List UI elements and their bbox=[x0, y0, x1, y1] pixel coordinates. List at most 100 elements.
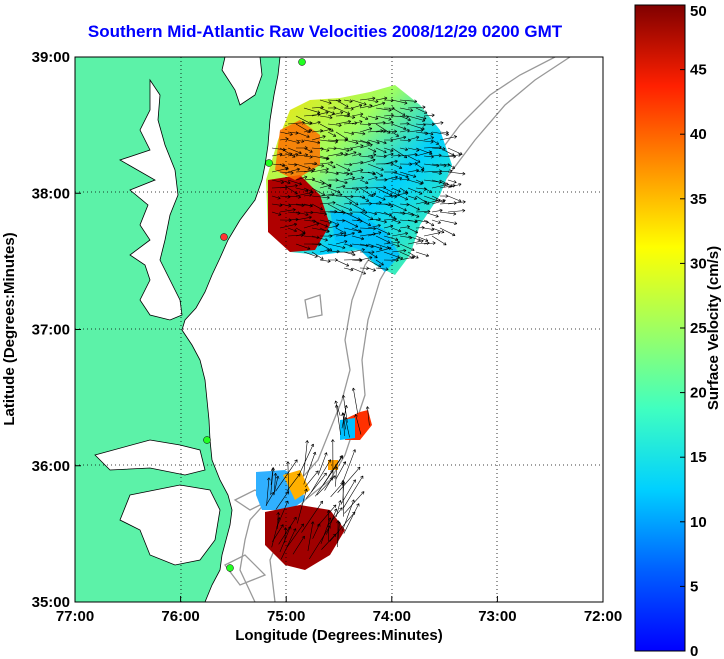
velocity-vector bbox=[334, 400, 341, 416]
velocity-vector bbox=[359, 127, 373, 133]
velocity-vector bbox=[276, 512, 281, 529]
velocity-vector bbox=[319, 201, 336, 205]
velocity-vector bbox=[337, 521, 342, 543]
velocity-vector bbox=[343, 147, 354, 151]
southern-patch-b bbox=[265, 505, 345, 570]
velocity-vector bbox=[439, 219, 458, 225]
velocity-vector bbox=[407, 235, 421, 242]
velocity-vector bbox=[335, 461, 347, 480]
y-axis-ticks: 35:00 36:00 37:00 38:00 39:00 bbox=[32, 49, 81, 611]
x-tick-label: 77:00 bbox=[56, 608, 94, 625]
velocity-vector bbox=[343, 251, 356, 257]
velocity-vector bbox=[431, 147, 446, 151]
velocity-vector bbox=[295, 163, 311, 170]
velocity-vector bbox=[343, 99, 353, 103]
velocity-vector bbox=[375, 96, 388, 101]
velocity-vector bbox=[335, 184, 346, 189]
velocity-vector bbox=[399, 128, 410, 133]
velocity-vector bbox=[319, 123, 334, 132]
velocity-vector bbox=[335, 203, 353, 212]
velocity-vector bbox=[359, 155, 374, 159]
velocity-vector bbox=[415, 200, 428, 205]
velocity-vector bbox=[383, 170, 398, 174]
velocity-vector bbox=[304, 470, 319, 488]
velocity-vector bbox=[407, 135, 420, 141]
y-tick-label: 39:00 bbox=[32, 49, 70, 66]
velocity-vector bbox=[297, 488, 308, 524]
velocity-vector bbox=[367, 267, 376, 272]
velocity-vector bbox=[367, 147, 377, 153]
velocity-vector bbox=[367, 259, 382, 268]
velocity-vector bbox=[407, 155, 421, 163]
velocity-vector bbox=[351, 210, 368, 215]
velocity-vector bbox=[328, 455, 343, 477]
velocity-vector bbox=[319, 155, 330, 160]
colorbar-ticks: 0 5 10 15 20 25 30 35 40 45 50 bbox=[680, 3, 707, 659]
velocity-vector bbox=[311, 235, 328, 242]
velocity-vector bbox=[295, 139, 305, 143]
velocity-vector bbox=[342, 499, 355, 531]
velocity-vector bbox=[399, 107, 414, 112]
colorbar-tick-label: 25 bbox=[690, 320, 707, 337]
y-tick-label: 37:00 bbox=[32, 322, 70, 339]
velocity-vector bbox=[303, 155, 313, 159]
velocity-vector bbox=[327, 224, 339, 229]
x-axis-label: Longitude (Degrees:Minutes) bbox=[235, 627, 443, 644]
velocity-vector bbox=[335, 99, 349, 108]
velocity-vector bbox=[319, 115, 333, 120]
velocity-vector bbox=[287, 167, 300, 173]
velocity-vector bbox=[275, 491, 289, 510]
velocity-vector bbox=[265, 491, 275, 506]
velocity-vector bbox=[447, 153, 462, 157]
velocity-vector bbox=[319, 248, 330, 253]
velocity-vector bbox=[351, 203, 366, 212]
colorbar-tick-label: 5 bbox=[690, 578, 698, 595]
velocity-vector bbox=[375, 227, 391, 236]
velocity-vector bbox=[303, 121, 313, 125]
velocity-vector bbox=[431, 199, 446, 205]
velocity-vector bbox=[407, 115, 426, 122]
velocity-vector bbox=[295, 146, 308, 150]
velocity-vector bbox=[383, 159, 398, 165]
velocity-vector bbox=[383, 217, 397, 221]
velocity-vector bbox=[351, 267, 366, 275]
velocity-vector bbox=[309, 525, 331, 560]
velocity-vector bbox=[335, 227, 347, 234]
velocity-vector bbox=[327, 146, 337, 151]
velocity-vector bbox=[343, 151, 357, 157]
velocity-vector bbox=[391, 176, 403, 181]
velocity-vector bbox=[319, 107, 335, 115]
velocity-vector bbox=[365, 406, 370, 426]
velocity-vector bbox=[317, 452, 328, 476]
velocity-vector bbox=[343, 231, 355, 237]
velocity-vector bbox=[375, 259, 384, 266]
velocity-vector bbox=[286, 461, 290, 494]
radar-site bbox=[265, 159, 273, 167]
velocity-vector bbox=[319, 183, 332, 189]
velocity-vector bbox=[375, 187, 393, 197]
velocity-vector bbox=[447, 195, 462, 203]
velocity-vector bbox=[295, 215, 312, 221]
grid-lines bbox=[75, 57, 603, 602]
velocity-vector bbox=[311, 135, 326, 141]
velocity-vector bbox=[319, 243, 333, 252]
velocity-vector bbox=[391, 171, 409, 179]
velocity-vector bbox=[303, 203, 313, 208]
velocity-vector bbox=[270, 468, 275, 485]
velocity-vector bbox=[423, 219, 435, 227]
velocity-vector bbox=[407, 195, 418, 200]
velocity-vector bbox=[326, 510, 331, 542]
x-tick-label: 74:00 bbox=[373, 608, 411, 625]
velocity-vector bbox=[295, 175, 308, 181]
velocity-vector bbox=[351, 103, 363, 109]
velocity-vector bbox=[319, 160, 334, 165]
velocity-vector bbox=[359, 143, 373, 149]
velocity-vector bbox=[274, 475, 280, 493]
velocity-vector bbox=[279, 179, 291, 185]
velocity-vector bbox=[391, 219, 401, 224]
velocity-vector bbox=[340, 479, 356, 505]
velocity-vector bbox=[279, 203, 292, 208]
velocity-vector bbox=[391, 115, 409, 119]
x-tick-label: 75:00 bbox=[267, 608, 305, 625]
